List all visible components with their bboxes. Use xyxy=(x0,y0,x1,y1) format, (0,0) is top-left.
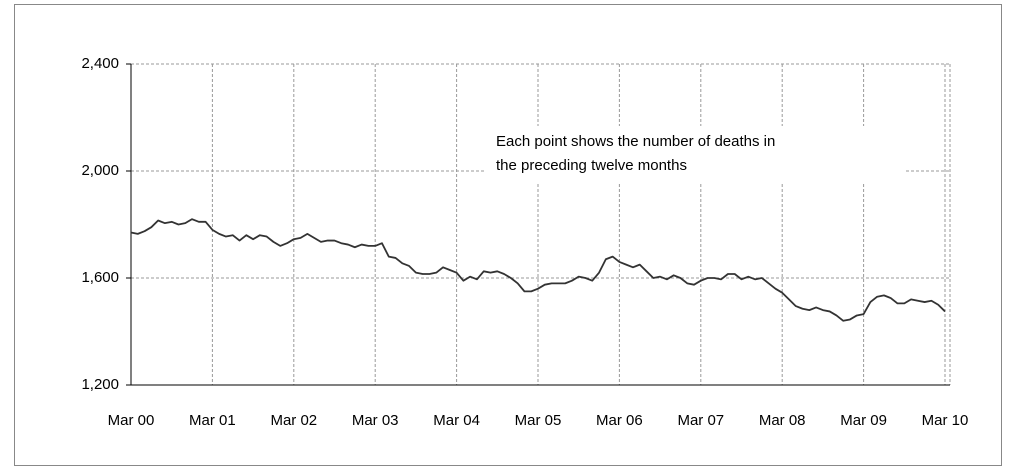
x-tick-label: Mar 02 xyxy=(270,412,317,429)
x-tick-label: Mar 10 xyxy=(922,412,969,429)
chart-frame xyxy=(14,4,1002,466)
y-tick-label: 2,400 xyxy=(81,55,119,72)
x-tick-label: Mar 05 xyxy=(515,412,562,429)
x-tick-label: Mar 09 xyxy=(840,412,887,429)
x-tick-label: Mar 01 xyxy=(189,412,236,429)
annotation-box xyxy=(486,126,906,184)
x-tick-label: Mar 06 xyxy=(596,412,643,429)
annotation: Each point shows the number of deaths in xyxy=(496,133,775,150)
x-tick-label: Mar 04 xyxy=(433,412,480,429)
x-tick-label: Mar 08 xyxy=(759,412,806,429)
annotation: the preceding twelve months xyxy=(496,157,687,174)
y-tick-label: 1,200 xyxy=(81,376,119,393)
data-line xyxy=(130,218,946,322)
x-tick-label: Mar 07 xyxy=(677,412,724,429)
x-tick-label: Mar 03 xyxy=(352,412,399,429)
y-tick-label: 1,600 xyxy=(81,269,119,286)
x-tick-label: Mar 00 xyxy=(108,412,155,429)
y-tick-label: 2,000 xyxy=(81,162,119,179)
